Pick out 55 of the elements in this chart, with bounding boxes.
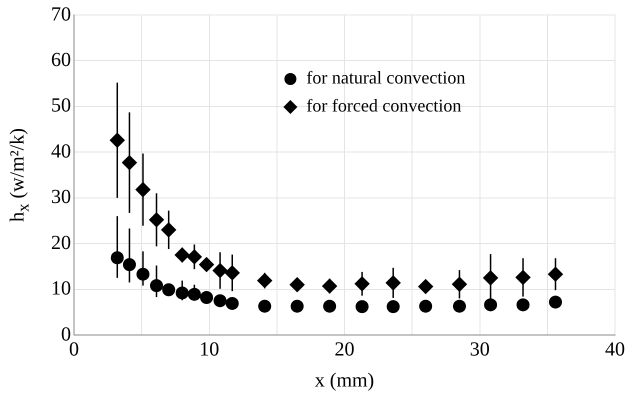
point bbox=[110, 132, 125, 148]
point bbox=[174, 248, 190, 262]
x-axis-title: x (mm) bbox=[314, 369, 374, 392]
point bbox=[136, 268, 150, 281]
point bbox=[122, 258, 136, 272]
point bbox=[161, 222, 176, 238]
point bbox=[516, 270, 531, 285]
point bbox=[356, 300, 369, 314]
point bbox=[224, 265, 240, 280]
point bbox=[322, 278, 338, 294]
point bbox=[452, 276, 467, 292]
point bbox=[226, 296, 239, 310]
point bbox=[452, 300, 466, 313]
point bbox=[122, 155, 137, 170]
y-tick-label: 20 bbox=[51, 232, 71, 254]
legend-label: for forced convection bbox=[306, 96, 462, 116]
point bbox=[149, 212, 164, 228]
point bbox=[516, 298, 530, 312]
point bbox=[214, 294, 227, 308]
point bbox=[548, 296, 562, 309]
point bbox=[258, 300, 272, 313]
point bbox=[484, 298, 498, 312]
point bbox=[419, 300, 432, 313]
y-tick-label: 50 bbox=[51, 94, 71, 117]
point bbox=[548, 266, 563, 282]
point bbox=[290, 277, 305, 292]
point bbox=[212, 263, 228, 278]
y-tick-label: 10 bbox=[51, 278, 71, 300]
point bbox=[150, 279, 164, 292]
point bbox=[257, 273, 272, 288]
y-tick-label: 60 bbox=[51, 48, 71, 71]
y-tick-label: 70 bbox=[51, 3, 71, 26]
legend-label: for natural convection bbox=[306, 68, 466, 88]
point bbox=[418, 279, 434, 294]
point bbox=[199, 257, 214, 272]
x-tick-label: 30 bbox=[470, 338, 490, 360]
point bbox=[186, 249, 202, 264]
x-tick-label: 20 bbox=[334, 338, 354, 360]
y-tick-label: 40 bbox=[51, 140, 71, 162]
point bbox=[110, 251, 124, 264]
point bbox=[483, 270, 498, 286]
point bbox=[135, 182, 150, 198]
y-tick-label: 0 bbox=[61, 323, 71, 346]
y-tick-label: 30 bbox=[51, 186, 71, 208]
point bbox=[176, 286, 189, 300]
point bbox=[386, 300, 400, 314]
point bbox=[290, 300, 304, 313]
point bbox=[162, 283, 176, 296]
point bbox=[188, 288, 201, 301]
point bbox=[354, 276, 370, 292]
point bbox=[323, 300, 336, 313]
x-tick-label: 10 bbox=[199, 338, 220, 360]
x-tick-label: 40 bbox=[605, 338, 625, 360]
point bbox=[200, 291, 214, 304]
point bbox=[386, 275, 401, 290]
